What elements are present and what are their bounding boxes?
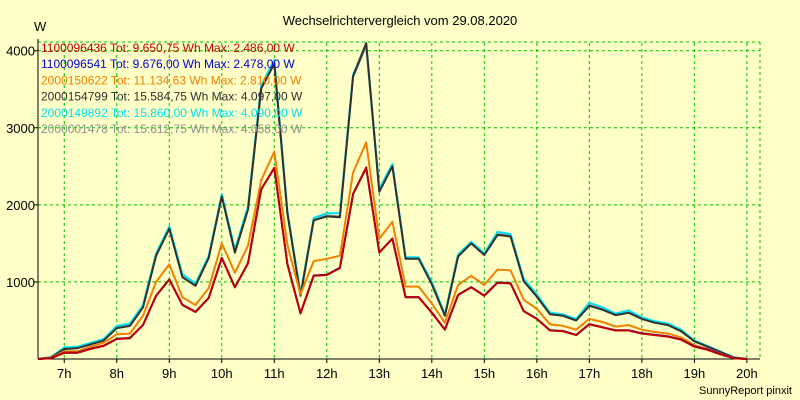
legend-entry-1100096541: 1100096541 Tot: 9.676,00 Wh Max: 2.478,0…	[41, 57, 295, 71]
legend-entry-2000001478: 2000001478 Tot: 15.612,75 Wh Max: 4.058,…	[41, 122, 303, 136]
legend-entry-2000149892: 2000149892 Tot: 15.860,00 Wh Max: 4.090,…	[41, 106, 303, 120]
series-line-2000150622	[37, 141, 747, 360]
x-tick-label: 13h	[368, 366, 390, 381]
legend-entry-2000154799: 2000154799 Tot: 15.584,75 Wh Max: 4.097,…	[41, 90, 303, 104]
x-tick-label: 20h	[736, 366, 758, 381]
y-tick-label: 2000	[6, 198, 35, 213]
x-tick-label: 18h	[631, 366, 653, 381]
x-tick-label: 17h	[578, 366, 600, 381]
x-tick-label: 10h	[211, 366, 233, 381]
x-tick-label: 14h	[421, 366, 443, 381]
series-line-1100096436	[37, 166, 747, 360]
y-axis-label: W	[34, 19, 47, 34]
x-tick-label: 15h	[473, 366, 495, 381]
legend-entry-2000150622: 2000150622 Tot: 11.134,63 Wh Max: 2.810,…	[41, 73, 302, 87]
x-tick-label: 11h	[264, 366, 285, 381]
series-line-2000149892	[37, 42, 748, 360]
y-tick-label: 1000	[6, 275, 35, 290]
credit-label: SunnyReport pinxit	[699, 385, 792, 397]
legend: 1100096436 Tot: 9.650,75 Wh Max: 2.486,0…	[41, 41, 303, 136]
series-line-2000154799	[37, 42, 748, 360]
chart-title: Wechselrichtervergleich vom 29.08.2020	[283, 13, 518, 28]
axes	[34, 39, 760, 363]
x-tick-label: 19h	[684, 366, 706, 381]
y-tick-label: 3000	[6, 121, 35, 136]
legend-entry-1100096436: 1100096436 Tot: 9.650,75 Wh Max: 2.486,0…	[41, 41, 295, 55]
tick-labels: 1000 2000 3000 4000 7h 8h 9h 10h 11h 12h 13h 14h 15h…	[6, 44, 758, 381]
y-tick-label: 4000	[6, 44, 35, 59]
x-tick-label: 16h	[526, 366, 548, 381]
series-lines	[37, 42, 748, 360]
x-tick-label: 8h	[110, 366, 124, 381]
x-tick-label: 9h	[162, 366, 176, 381]
x-tick-label: 7h	[57, 366, 71, 381]
x-tick-label: 12h	[316, 366, 338, 381]
